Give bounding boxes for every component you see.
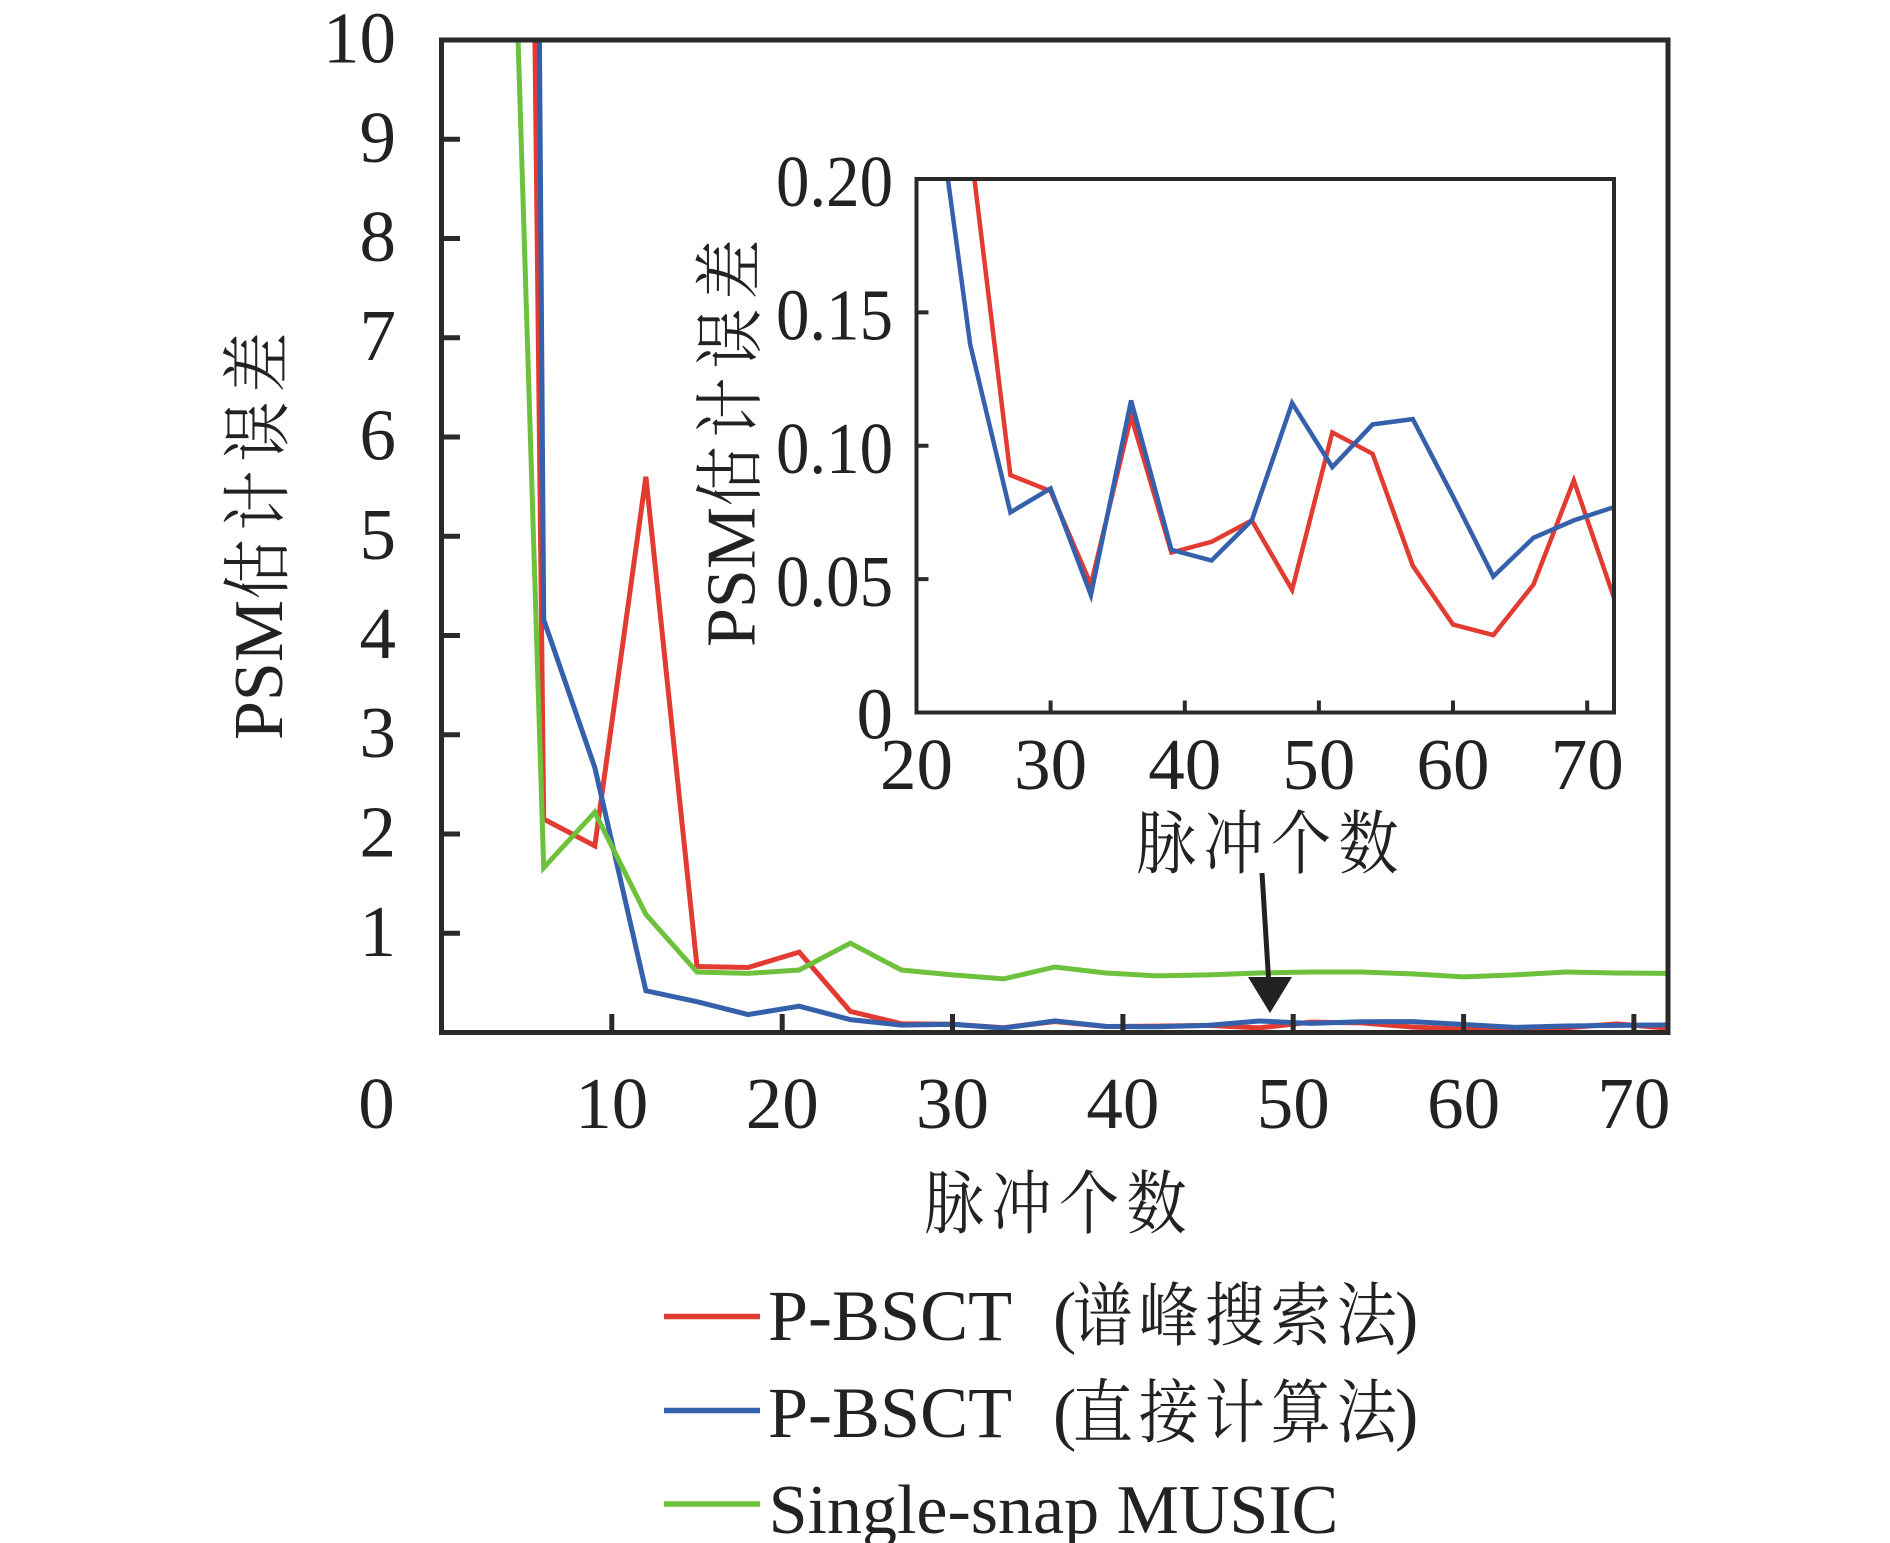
svg-text:9: 9 [360,97,397,178]
svg-text:70: 70 [1551,724,1624,805]
svg-text:1: 1 [360,891,397,972]
svg-text:PSM: PSM [694,507,771,647]
svg-text:20: 20 [880,724,953,805]
svg-text:3: 3 [360,692,397,773]
svg-text:0.15: 0.15 [776,274,893,355]
svg-text:7: 7 [360,295,397,376]
svg-text:0: 0 [857,674,894,755]
svg-text:10: 10 [323,0,396,79]
svg-text:8: 8 [360,196,397,277]
svg-text:2: 2 [360,792,397,873]
svg-text:10: 10 [575,1063,648,1144]
svg-text:P-BSCT: P-BSCT [768,1373,1012,1453]
svg-text:(: ( [1053,1376,1076,1453]
svg-text:(: ( [1053,1279,1076,1356]
svg-text:60: 60 [1417,724,1490,805]
svg-text:40: 40 [1148,724,1221,805]
svg-text:70: 70 [1597,1063,1670,1144]
svg-text:0.20: 0.20 [776,141,893,222]
svg-text:50: 50 [1282,724,1355,805]
svg-text:P-BSCT: P-BSCT [768,1276,1012,1356]
svg-text:30: 30 [1014,724,1087,805]
svg-text:0.10: 0.10 [776,408,893,489]
svg-text:): ) [1395,1376,1418,1453]
svg-text:6: 6 [360,395,397,476]
svg-text:Single-snap MUSIC: Single-snap MUSIC [769,1472,1339,1543]
svg-text:40: 40 [1086,1063,1159,1144]
svg-text:PSM: PSM [221,600,298,740]
svg-text:0.05: 0.05 [776,541,893,622]
svg-text:5: 5 [360,494,397,575]
svg-text:50: 50 [1257,1063,1330,1144]
svg-text:): ) [1395,1279,1418,1356]
svg-text:60: 60 [1427,1063,1500,1144]
svg-text:0: 0 [358,1063,395,1144]
svg-text:30: 30 [916,1063,989,1144]
svg-text:20: 20 [746,1063,819,1144]
svg-text:4: 4 [360,593,397,674]
